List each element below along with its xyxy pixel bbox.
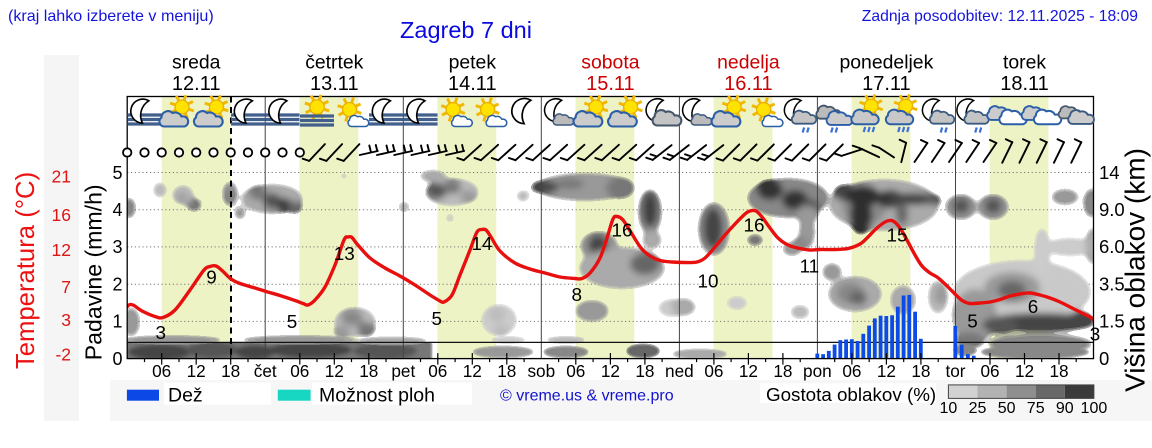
svg-text:6: 6 [1028, 297, 1039, 318]
svg-text:5: 5 [112, 163, 122, 183]
svg-text:0: 0 [1099, 348, 1109, 369]
svg-text:3: 3 [61, 310, 71, 330]
svg-text:petek: petek [449, 52, 497, 74]
svg-text:1: 1 [112, 312, 122, 332]
svg-text:13.11: 13.11 [310, 73, 359, 95]
svg-text:nedelja: nedelja [717, 52, 780, 74]
svg-text:12: 12 [739, 361, 758, 381]
svg-text:4: 4 [112, 200, 122, 220]
svg-text:16: 16 [743, 216, 764, 237]
svg-text:15: 15 [886, 226, 907, 247]
svg-text:75: 75 [1027, 400, 1045, 417]
svg-text:čet: čet [254, 361, 277, 381]
svg-text:14: 14 [1099, 162, 1120, 183]
svg-text:12: 12 [601, 361, 620, 381]
svg-text:sob: sob [527, 361, 555, 381]
svg-text:Padavine (mm/h): Padavine (mm/h) [81, 184, 107, 360]
svg-text:3: 3 [155, 323, 166, 344]
svg-text:18: 18 [359, 361, 378, 381]
svg-text:18.11: 18.11 [1000, 73, 1049, 95]
svg-text:3: 3 [112, 237, 122, 257]
svg-text:10: 10 [940, 400, 958, 417]
svg-text:7: 7 [61, 277, 71, 297]
svg-text:12.11: 12.11 [172, 73, 221, 95]
svg-text:16.11: 16.11 [724, 73, 773, 95]
svg-text:13: 13 [334, 244, 355, 265]
svg-text:18: 18 [497, 361, 516, 381]
svg-text:torek: torek [1003, 52, 1046, 74]
svg-text:-2: -2 [55, 345, 71, 365]
svg-text:06: 06 [980, 361, 999, 381]
svg-text:16: 16 [611, 221, 632, 242]
svg-text:Zadnja posodobitev: 12.11.2025: Zadnja posodobitev: 12.11.2025 - 18:09 [862, 8, 1138, 25]
svg-text:21: 21 [52, 167, 71, 187]
svg-text:18: 18 [911, 361, 930, 381]
svg-text:14.11: 14.11 [448, 73, 497, 95]
svg-text:3: 3 [1090, 325, 1101, 346]
svg-text:sreda: sreda [172, 52, 221, 74]
svg-text:12: 12 [1015, 361, 1034, 381]
svg-text:9: 9 [206, 268, 217, 289]
svg-text:25: 25 [969, 400, 987, 417]
svg-text:06: 06 [566, 361, 585, 381]
svg-text:50: 50 [998, 400, 1016, 417]
svg-text:12: 12 [877, 361, 896, 381]
svg-text:18: 18 [773, 361, 792, 381]
svg-text:1.5: 1.5 [1099, 311, 1125, 332]
svg-text:Dež: Dež [168, 385, 203, 407]
svg-text:Zagreb 7 dni: Zagreb 7 dni [400, 17, 532, 43]
svg-text:Gostota oblakov (%): Gostota oblakov (%) [766, 384, 936, 405]
svg-text:četrtek: četrtek [305, 52, 363, 74]
svg-text:12: 12 [187, 361, 206, 381]
svg-text:9.0: 9.0 [1099, 199, 1125, 220]
svg-text:2: 2 [112, 275, 122, 295]
svg-text:Temperatura (°C): Temperatura (°C) [12, 172, 40, 369]
svg-text:17.11: 17.11 [862, 73, 911, 95]
svg-text:11: 11 [800, 257, 820, 278]
svg-text:ned: ned [665, 361, 694, 381]
svg-text:5: 5 [432, 309, 443, 330]
svg-text:(kraj lahko izberete v meniju): (kraj lahko izberete v meniju) [8, 7, 214, 25]
svg-text:18: 18 [635, 361, 654, 381]
svg-text:15.11: 15.11 [586, 73, 635, 95]
svg-text:pet: pet [391, 361, 415, 381]
svg-text:Možnost ploh: Možnost ploh [319, 385, 435, 407]
svg-text:8: 8 [571, 285, 582, 306]
svg-text:5: 5 [967, 312, 978, 333]
svg-text:3.5: 3.5 [1099, 274, 1125, 295]
svg-text:10: 10 [697, 272, 718, 293]
svg-text:sobota: sobota [581, 52, 639, 74]
svg-text:06: 06 [704, 361, 723, 381]
svg-text:12: 12 [463, 361, 482, 381]
svg-text:06: 06 [842, 361, 861, 381]
svg-text:18: 18 [1049, 361, 1068, 381]
svg-text:ponedeljek: ponedeljek [839, 52, 933, 74]
svg-text:100: 100 [1081, 400, 1108, 417]
svg-text:pon: pon [803, 361, 832, 381]
svg-text:Višina oblakov (km): Višina oblakov (km) [1120, 148, 1151, 392]
svg-text:14: 14 [471, 234, 492, 255]
svg-text:90: 90 [1056, 400, 1074, 417]
svg-text:06: 06 [290, 361, 309, 381]
svg-text:12: 12 [325, 361, 344, 381]
svg-text:16: 16 [52, 205, 71, 225]
svg-text:18: 18 [221, 361, 240, 381]
svg-text:0: 0 [112, 349, 122, 369]
svg-text:06: 06 [152, 361, 171, 381]
svg-text:tor: tor [945, 361, 965, 381]
svg-text:© vreme.us & vreme.pro: © vreme.us & vreme.pro [500, 388, 674, 405]
svg-text:12: 12 [52, 240, 71, 260]
svg-text:06: 06 [428, 361, 447, 381]
svg-text:6.0: 6.0 [1099, 236, 1125, 257]
svg-text:5: 5 [287, 312, 298, 333]
